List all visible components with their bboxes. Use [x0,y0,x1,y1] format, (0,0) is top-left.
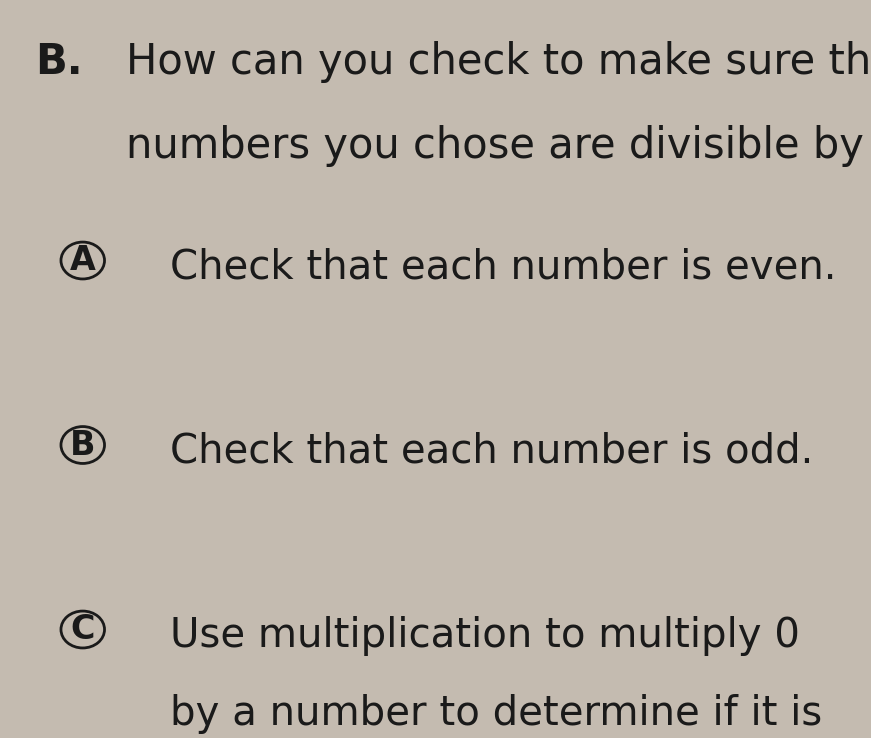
Text: C: C [71,613,95,646]
Text: numbers you chose are divisible by 7?: numbers you chose are divisible by 7? [126,125,871,168]
Text: Check that each number is even.: Check that each number is even. [170,247,836,287]
Text: Check that each number is odd.: Check that each number is odd. [170,432,814,472]
Text: B: B [70,429,96,461]
Text: A: A [70,244,96,277]
Text: by a number to determine if it is: by a number to determine if it is [170,694,822,734]
Text: How can you check to make sure the: How can you check to make sure the [126,41,871,83]
Text: B.: B. [35,41,83,83]
Text: Use multiplication to multiply 0: Use multiplication to multiply 0 [170,616,800,656]
